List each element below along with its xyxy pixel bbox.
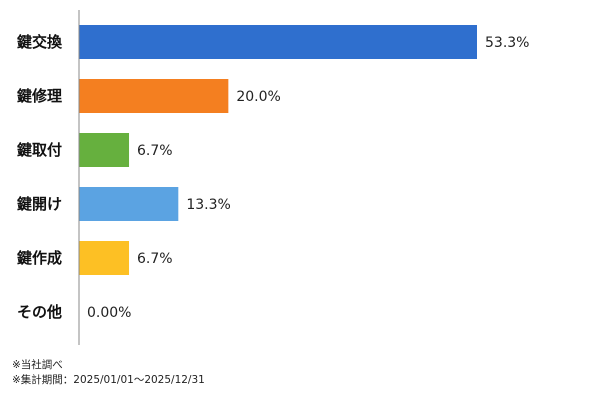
category-label: 鍵取付: [17, 141, 62, 159]
footnotes: ※当社調べ ※集計期間：2025/01/01～2025/12/31: [12, 358, 205, 388]
value-label: 6.7%: [137, 251, 173, 267]
category-label: 鍵修理: [17, 87, 62, 105]
bar: [79, 187, 179, 221]
bar: [79, 25, 477, 59]
period-note: ※集計期間：2025/01/01～2025/12/31: [12, 374, 205, 386]
category-label: 鍵作成: [17, 249, 62, 267]
value-label: 6.7%: [137, 143, 173, 159]
bar: [79, 133, 130, 167]
value-label: 20.0%: [236, 89, 280, 105]
bar: [79, 241, 130, 275]
source-note: ※当社調べ: [12, 359, 63, 371]
bars-layer: 鍵交換 53.3% 鍵修理 20.0% 鍵取付 6.7% 鍵開け 13.3% 鍵作成 6.7% その…: [17, 25, 529, 321]
bar: [79, 79, 229, 113]
category-label: 鍵開け: [17, 195, 62, 213]
category-label: その他: [17, 303, 62, 321]
value-label: 13.3%: [186, 197, 230, 213]
value-label: 0.00%: [87, 305, 131, 321]
value-label: 53.3%: [485, 35, 529, 51]
category-label: 鍵交換: [17, 33, 63, 51]
